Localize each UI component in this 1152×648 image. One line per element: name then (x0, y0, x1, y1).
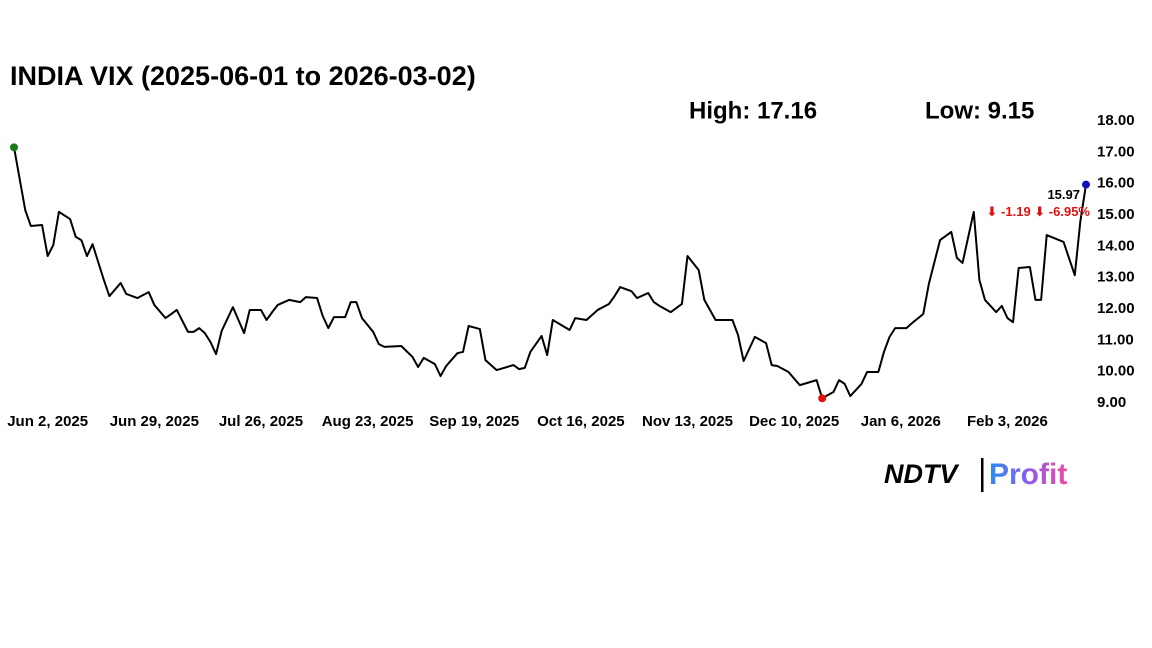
x-tick-label: Jun 2, 2025 (7, 413, 88, 430)
low-marker (818, 394, 827, 403)
y-tick-label: 10.00 (1097, 363, 1135, 380)
x-tick-label: Dec 10, 2025 (749, 413, 839, 430)
y-tick-label: 12.00 (1097, 300, 1135, 317)
x-tick-label: Jun 29, 2025 (110, 413, 199, 430)
last-value-label: 15.97 (1047, 187, 1080, 202)
y-tick-label: 15.00 (1097, 206, 1135, 223)
high-annotation: High: 17.16 (689, 97, 817, 124)
y-tick-label: 17.00 (1097, 143, 1135, 160)
start-marker (10, 143, 18, 152)
logo-divider (981, 458, 984, 492)
x-tick-label: Oct 16, 2025 (537, 413, 625, 430)
low-annotation: Low: 9.15 (925, 97, 1034, 124)
y-tick-label: 16.00 (1097, 175, 1135, 192)
chart-title: INDIA VIX (2025-06-01 to 2026-03-02) (10, 61, 476, 91)
y-tick-label: 14.00 (1097, 237, 1135, 254)
x-tick-label: Sep 19, 2025 (429, 413, 519, 430)
x-tick-label: Feb 3, 2026 (967, 413, 1048, 430)
x-tick-label: Jul 26, 2025 (219, 413, 303, 430)
y-tick-label: 18.00 (1097, 112, 1135, 129)
logo-right: Profit (989, 458, 1067, 491)
x-tick-label: Nov 13, 2025 (642, 413, 733, 430)
change-bg (998, 205, 1054, 220)
y-tick-label: 11.00 (1097, 331, 1134, 348)
y-tick-label: 9.00 (1097, 394, 1126, 411)
logo-left: NDTV (884, 459, 959, 489)
line-series (13, 147, 1087, 400)
x-tick-label: Jan 6, 2026 (861, 413, 941, 430)
x-tick-label: Aug 23, 2025 (322, 413, 414, 430)
y-tick-label: 13.00 (1097, 269, 1135, 286)
end-marker (1082, 180, 1090, 189)
change-label: ⬇ -1.19 ⬇ -6.95% (987, 204, 1091, 219)
